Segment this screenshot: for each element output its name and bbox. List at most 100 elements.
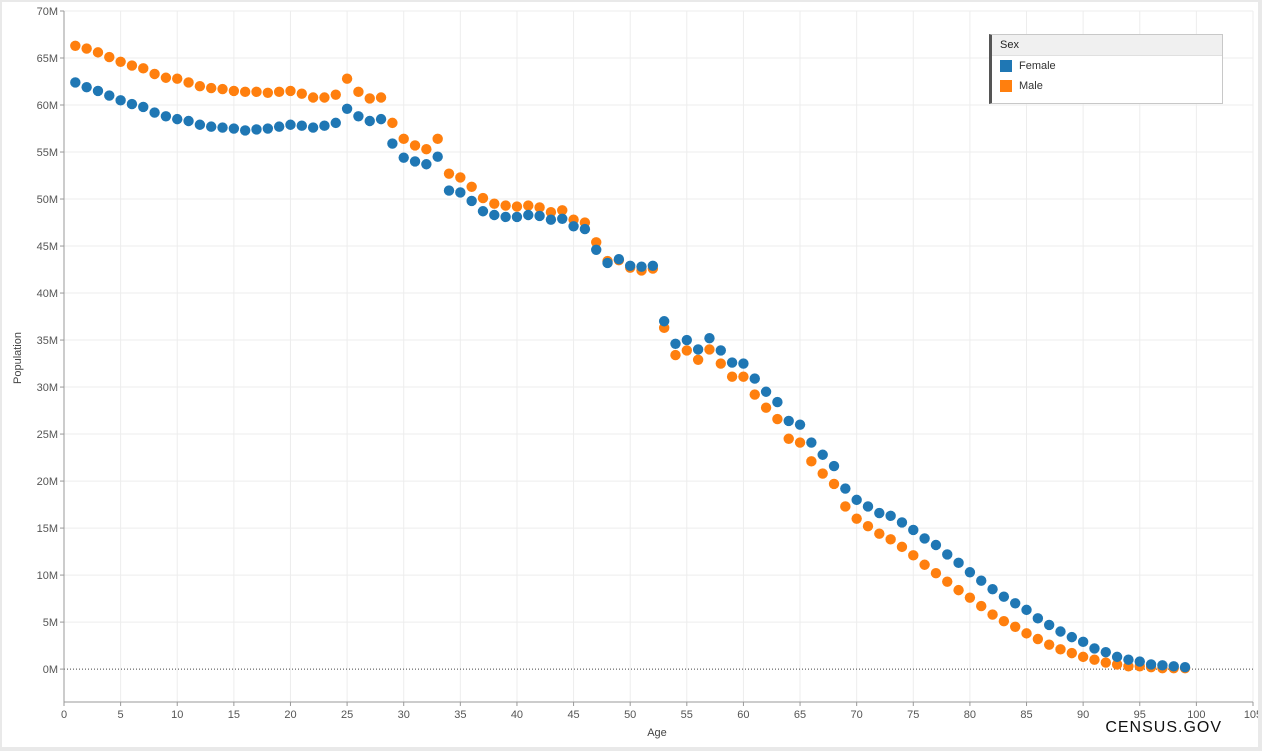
point-male[interactable] — [319, 92, 330, 103]
point-female[interactable] — [251, 124, 262, 135]
point-female[interactable] — [500, 211, 511, 223]
point-female[interactable] — [851, 494, 862, 506]
point-female[interactable] — [387, 138, 398, 149]
point-male[interactable] — [104, 51, 115, 63]
point-male[interactable] — [126, 60, 138, 71]
point-female[interactable] — [591, 244, 602, 255]
point-female[interactable] — [670, 338, 681, 350]
point-female[interactable] — [375, 113, 387, 125]
point-male[interactable] — [545, 206, 557, 218]
point-male[interactable] — [726, 371, 738, 382]
point-female[interactable] — [409, 156, 421, 167]
point-female[interactable] — [206, 121, 217, 132]
point-female[interactable] — [126, 98, 138, 110]
point-female[interactable] — [964, 567, 976, 578]
point-male[interactable] — [953, 584, 964, 596]
point-male[interactable] — [681, 345, 693, 356]
point-male[interactable] — [353, 86, 364, 98]
point-female[interactable] — [285, 119, 296, 130]
point-female[interactable] — [930, 539, 942, 551]
point-female[interactable] — [1043, 619, 1055, 631]
point-male[interactable] — [760, 402, 772, 413]
point-female[interactable] — [1032, 613, 1044, 624]
point-male[interactable] — [409, 140, 421, 151]
point-female[interactable] — [840, 483, 851, 494]
point-female[interactable] — [828, 460, 840, 472]
point-male[interactable] — [239, 86, 251, 98]
point-male[interactable] — [749, 389, 760, 400]
point-male[interactable] — [862, 520, 874, 532]
point-male[interactable] — [715, 358, 726, 369]
point-female[interactable] — [726, 357, 738, 368]
point-female[interactable] — [364, 115, 375, 127]
point-male[interactable] — [398, 133, 409, 145]
point-male[interactable] — [557, 205, 568, 216]
point-female[interactable] — [647, 260, 659, 271]
point-female[interactable] — [919, 533, 930, 544]
point-male[interactable] — [1010, 621, 1021, 632]
point-male[interactable] — [330, 89, 341, 100]
point-female[interactable] — [738, 358, 749, 369]
point-male[interactable] — [296, 88, 307, 99]
point-male[interactable] — [998, 615, 1010, 627]
point-female[interactable] — [1157, 660, 1168, 671]
point-female[interactable] — [772, 396, 783, 408]
point-male[interactable] — [217, 83, 228, 95]
point-male[interactable] — [851, 513, 862, 524]
point-male[interactable] — [806, 456, 817, 467]
point-female[interactable] — [783, 415, 794, 427]
point-female[interactable] — [636, 261, 647, 272]
point-male[interactable] — [443, 168, 455, 179]
point-female[interactable] — [421, 159, 432, 170]
point-female[interactable] — [455, 187, 466, 198]
point-male[interactable] — [262, 87, 274, 98]
point-male[interactable] — [670, 349, 681, 361]
point-male[interactable] — [817, 468, 828, 479]
point-male[interactable] — [285, 85, 296, 97]
point-male[interactable] — [341, 73, 353, 84]
point-male[interactable] — [115, 56, 126, 67]
point-female[interactable] — [432, 151, 443, 162]
point-female[interactable] — [194, 119, 206, 130]
point-female[interactable] — [794, 419, 806, 430]
legend-item-male[interactable]: Male — [992, 76, 1222, 96]
point-female[interactable] — [874, 507, 885, 519]
point-male[interactable] — [172, 73, 183, 84]
point-female[interactable] — [92, 85, 104, 97]
point-male[interactable] — [375, 92, 387, 103]
point-male[interactable] — [1066, 647, 1078, 659]
point-male[interactable] — [251, 86, 262, 98]
point-female[interactable] — [681, 334, 693, 346]
point-female[interactable] — [1066, 631, 1078, 643]
point-male[interactable] — [511, 201, 523, 212]
point-male[interactable] — [772, 413, 783, 425]
point-male[interactable] — [1055, 644, 1066, 655]
point-female[interactable] — [942, 549, 953, 560]
point-male[interactable] — [477, 192, 489, 204]
point-male[interactable] — [160, 72, 172, 83]
point-female[interactable] — [817, 449, 828, 460]
point-female[interactable] — [353, 111, 364, 122]
point-female[interactable] — [1021, 604, 1032, 616]
point-female[interactable] — [760, 386, 772, 397]
point-male[interactable] — [919, 559, 930, 570]
point-male[interactable] — [1111, 659, 1123, 670]
point-female[interactable] — [319, 120, 330, 131]
point-female[interactable] — [296, 120, 307, 131]
point-female[interactable] — [624, 260, 636, 271]
point-male[interactable] — [896, 541, 908, 553]
point-female[interactable] — [183, 115, 194, 127]
point-female[interactable] — [715, 345, 726, 356]
point-female[interactable] — [330, 117, 341, 129]
point-male[interactable] — [534, 202, 545, 213]
point-male[interactable] — [489, 198, 500, 209]
point-female[interactable] — [466, 195, 477, 207]
point-male[interactable] — [738, 371, 749, 382]
point-female[interactable] — [273, 121, 285, 132]
point-female[interactable] — [1010, 598, 1021, 609]
point-male[interactable] — [466, 181, 477, 193]
point-female[interactable] — [104, 90, 115, 101]
point-female[interactable] — [511, 211, 523, 223]
point-male[interactable] — [1089, 654, 1100, 665]
point-male[interactable] — [1043, 639, 1055, 650]
